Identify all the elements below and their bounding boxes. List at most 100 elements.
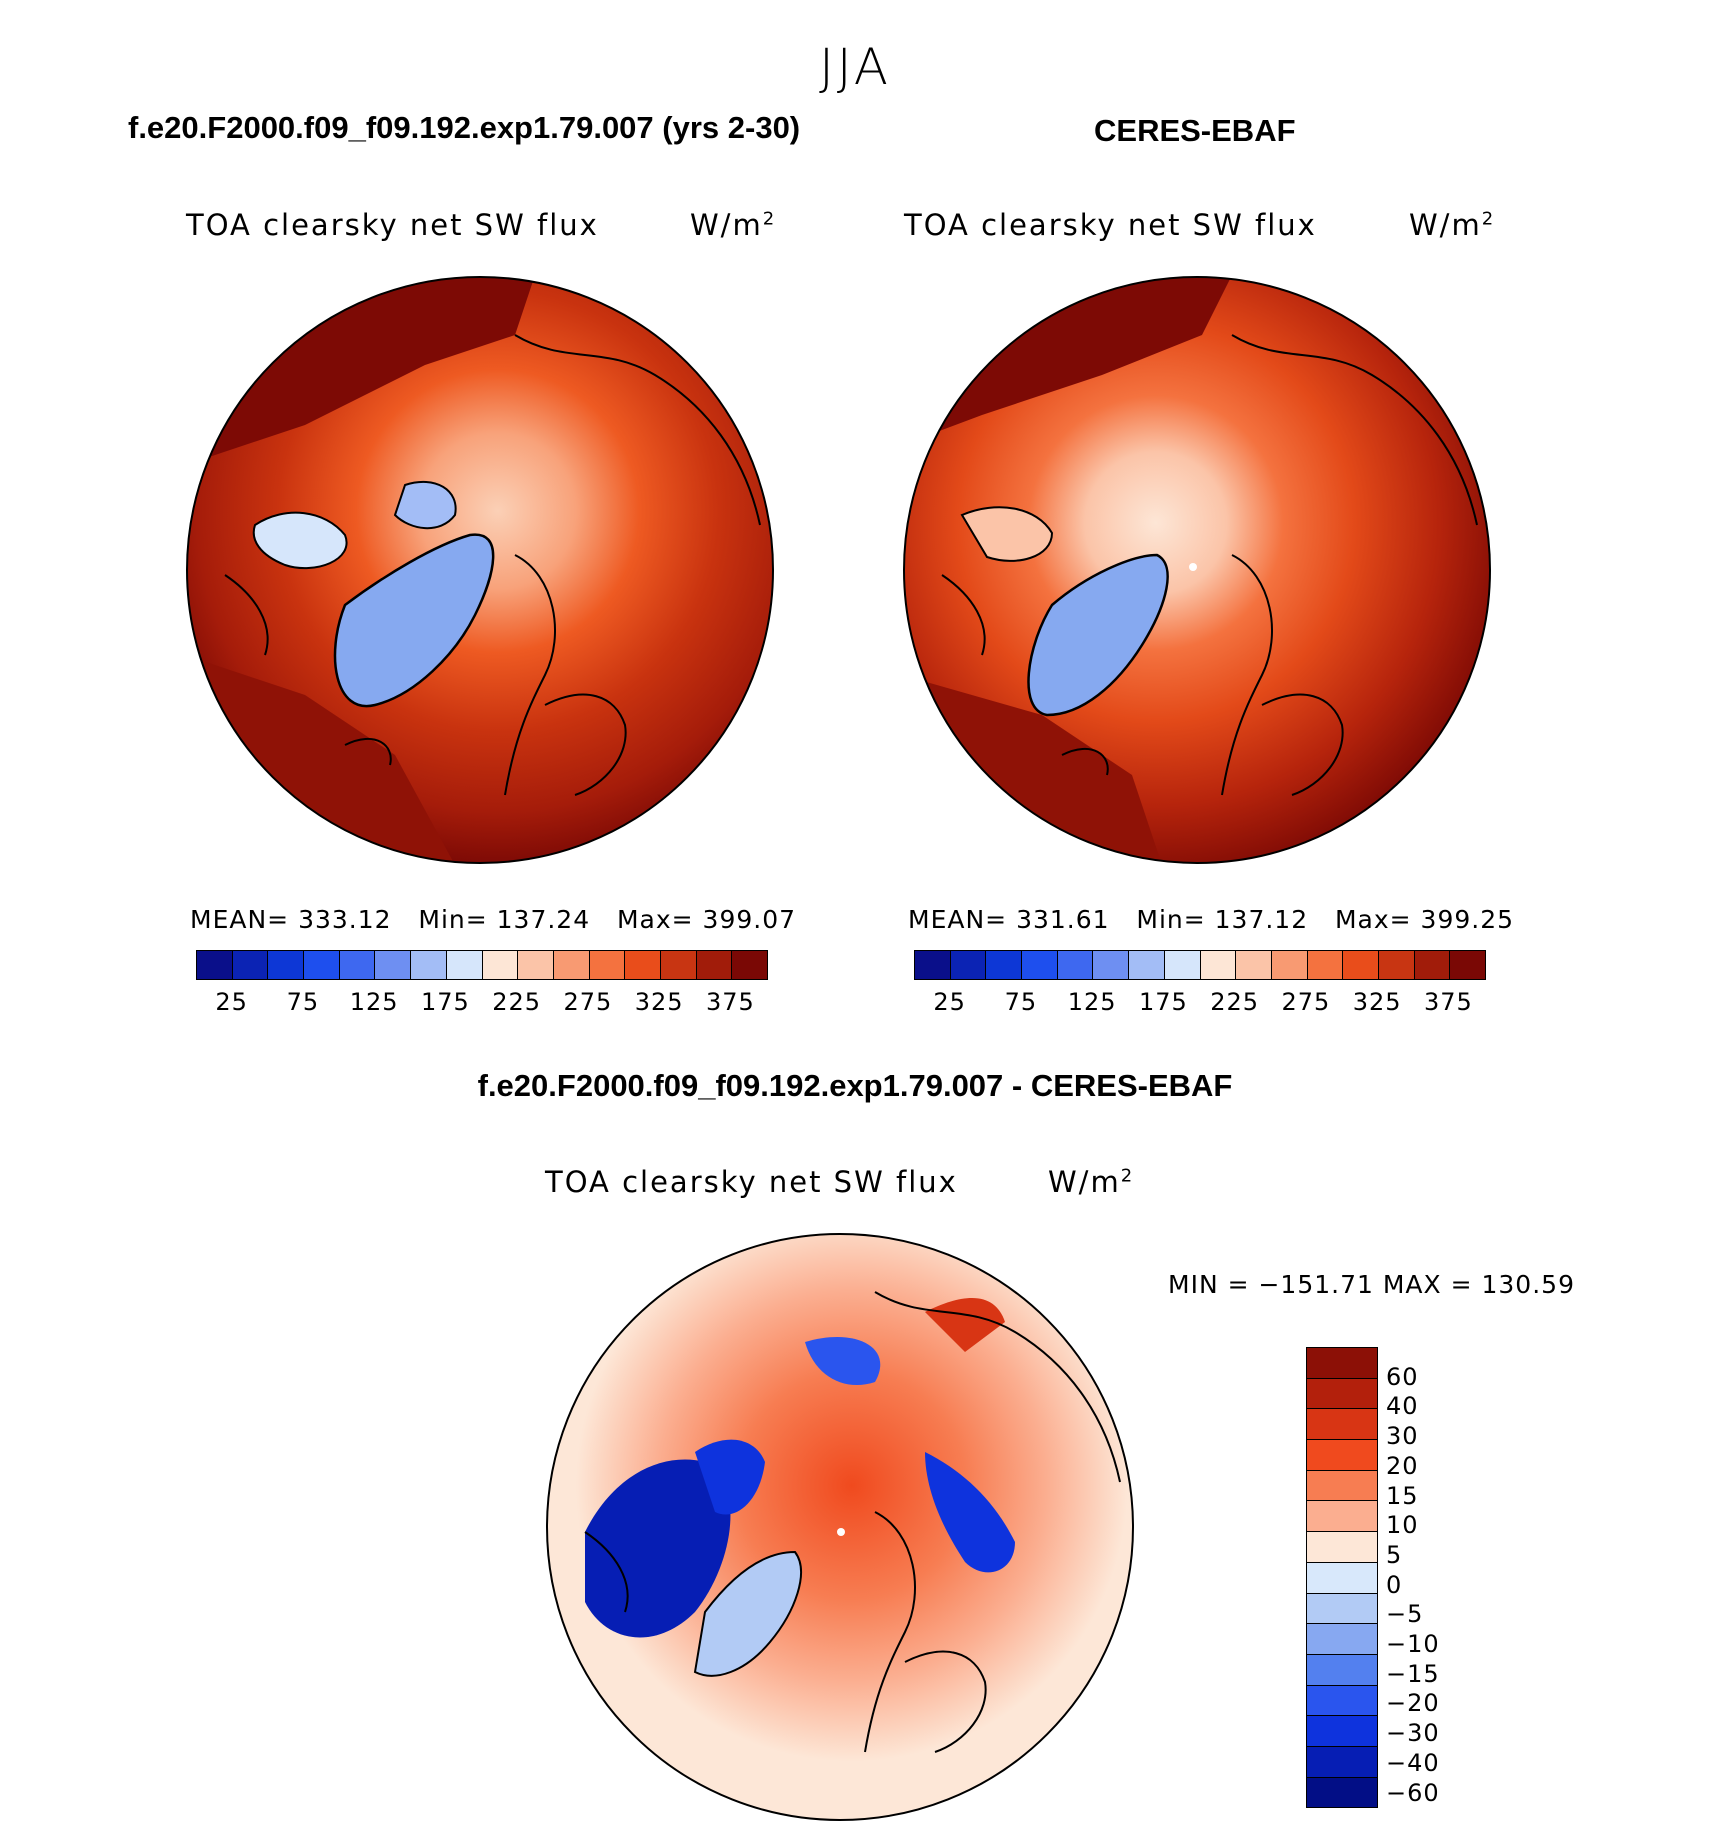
colorbar-swatch	[518, 951, 554, 979]
colorbar-swatch	[1307, 1532, 1377, 1563]
colorbar-tick-label: −40	[1386, 1748, 1440, 1777]
obs-variable-label: TOA clearsky net SW flux	[904, 208, 1317, 242]
colorbar-tick-label: 10	[1386, 1511, 1419, 1540]
diff-colorbar-ticks: 60 40 30 20 15 10 5 0 −5 −10 −15 −20 −30 −40 −60	[1386, 1347, 1506, 1807]
colorbar-swatch	[915, 951, 951, 979]
colorbar-tick-label: 375	[1423, 988, 1473, 1016]
colorbar-tick-label: 275	[563, 988, 613, 1016]
diff-units-label: W/m2	[1048, 1165, 1135, 1199]
colorbar-tick-label: 125	[349, 988, 399, 1016]
colorbar-swatch	[1129, 951, 1165, 979]
model-stats: MEAN= 333.12 Min= 137.24 Max= 399.07	[190, 905, 797, 934]
colorbar-tick-label: −60	[1386, 1778, 1440, 1807]
colorbar-swatch	[950, 951, 987, 979]
colorbar-swatch	[1307, 1470, 1377, 1502]
colorbar-swatch	[1307, 1593, 1377, 1625]
colorbar-swatch	[1307, 1409, 1377, 1441]
colorbar-swatch	[1307, 1654, 1377, 1686]
model-units-label: W/m2	[690, 208, 777, 242]
colorbar-swatch	[732, 951, 767, 979]
colorbar-swatch	[304, 951, 340, 979]
colorbar-swatch	[197, 951, 233, 979]
colorbar-swatch	[625, 951, 661, 979]
colorbar-swatch	[1307, 1501, 1377, 1533]
diff-variable-label: TOA clearsky net SW flux	[545, 1165, 958, 1199]
colorbar-tick-label: 225	[1210, 988, 1260, 1016]
colorbar-swatch	[1307, 1624, 1377, 1655]
colorbar-swatch	[268, 951, 305, 979]
colorbar-swatch	[1164, 951, 1201, 979]
model-panel-title: f.e20.F2000.f09_f09.192.exp1.79.007 (yrs…	[128, 110, 801, 145]
colorbar-swatch	[589, 951, 626, 979]
colorbar-swatch	[339, 951, 376, 979]
colorbar-swatch	[1236, 951, 1272, 979]
colorbar-tick-label: 225	[492, 988, 542, 1016]
colorbar-tick-label: 60	[1386, 1362, 1419, 1391]
colorbar-tick-label: 5	[1386, 1540, 1403, 1569]
colorbar-tick-label: 375	[705, 988, 755, 1016]
obs-stats: MEAN= 331.61 Min= 137.12 Max= 399.25	[908, 905, 1515, 934]
colorbar-swatch	[232, 951, 269, 979]
colorbar-tick-label: −30	[1386, 1719, 1440, 1748]
obs-units-label: W/m2	[1409, 208, 1496, 242]
colorbar-tick-label: 275	[1281, 988, 1331, 1016]
colorbar-swatch	[660, 951, 697, 979]
model-colorbar-ticks: 25 75 125 175 225 275 325 375	[196, 988, 766, 1018]
colorbar-tick-label: 325	[634, 988, 684, 1016]
obs-polar-map	[903, 276, 1491, 864]
colorbar-swatch	[1307, 1440, 1377, 1471]
colorbar-swatch	[446, 951, 483, 979]
diff-minmax: MIN = −151.71 MAX = 130.59	[1168, 1270, 1575, 1299]
colorbar-swatch	[1307, 1348, 1377, 1379]
colorbar-swatch	[1450, 951, 1485, 979]
colorbar-tick-label: 75	[1004, 988, 1038, 1016]
diff-polar-map	[546, 1233, 1134, 1821]
colorbar-swatch	[1307, 1378, 1377, 1410]
model-variable-label: TOA clearsky net SW flux	[186, 208, 599, 242]
colorbar-swatch	[1378, 951, 1415, 979]
colorbar-swatch	[1307, 1777, 1377, 1808]
colorbar-swatch	[553, 951, 590, 979]
colorbar-swatch	[1307, 951, 1344, 979]
colorbar-tick-label: 40	[1386, 1392, 1419, 1421]
colorbar-swatch	[1414, 951, 1451, 979]
colorbar-tick-label: −15	[1386, 1659, 1440, 1688]
model-polar-map	[186, 276, 774, 864]
colorbar-swatch	[1200, 951, 1237, 979]
obs-panel-title: CERES-EBAF	[1094, 113, 1296, 148]
colorbar-swatch	[1022, 951, 1058, 979]
colorbar-swatch	[1307, 1746, 1377, 1778]
colorbar-tick-label: 20	[1386, 1451, 1419, 1480]
obs-colorbar-ticks: 25 75 125 175 225 275 325 375	[914, 988, 1484, 1018]
colorbar-swatch	[696, 951, 733, 979]
colorbar-tick-label: −10	[1386, 1630, 1440, 1658]
colorbar-swatch	[375, 951, 412, 979]
colorbar-tick-label: 175	[1138, 988, 1188, 1016]
colorbar-swatch	[1307, 1685, 1377, 1717]
season-title: JJA	[819, 38, 891, 96]
colorbar-tick-label: 0	[1386, 1570, 1403, 1599]
colorbar-tick-label: 75	[286, 988, 320, 1016]
colorbar-swatch	[1343, 951, 1379, 979]
colorbar-tick-label: 15	[1386, 1481, 1419, 1510]
colorbar-tick-label: 125	[1067, 988, 1117, 1016]
colorbar-tick-label: 175	[420, 988, 470, 1016]
colorbar-tick-label: 25	[215, 988, 248, 1016]
colorbar-tick-label: 30	[1386, 1422, 1419, 1451]
model-colorbar	[196, 950, 768, 980]
colorbar-swatch	[1307, 1562, 1377, 1594]
colorbar-swatch	[1093, 951, 1130, 979]
colorbar-swatch	[482, 951, 519, 979]
colorbar-tick-label: −5	[1386, 1600, 1424, 1629]
colorbar-swatch	[1307, 1716, 1377, 1747]
colorbar-swatch	[986, 951, 1023, 979]
colorbar-tick-label: 25	[933, 988, 966, 1016]
colorbar-swatch	[411, 951, 447, 979]
diff-panel-title: f.e20.F2000.f09_f09.192.exp1.79.007 - CE…	[477, 1068, 1233, 1103]
colorbar-tick-label: 325	[1352, 988, 1402, 1016]
diff-colorbar	[1306, 1347, 1378, 1809]
colorbar-swatch	[1057, 951, 1094, 979]
obs-colorbar	[914, 950, 1486, 980]
colorbar-tick-label: −20	[1386, 1689, 1440, 1718]
colorbar-swatch	[1271, 951, 1308, 979]
